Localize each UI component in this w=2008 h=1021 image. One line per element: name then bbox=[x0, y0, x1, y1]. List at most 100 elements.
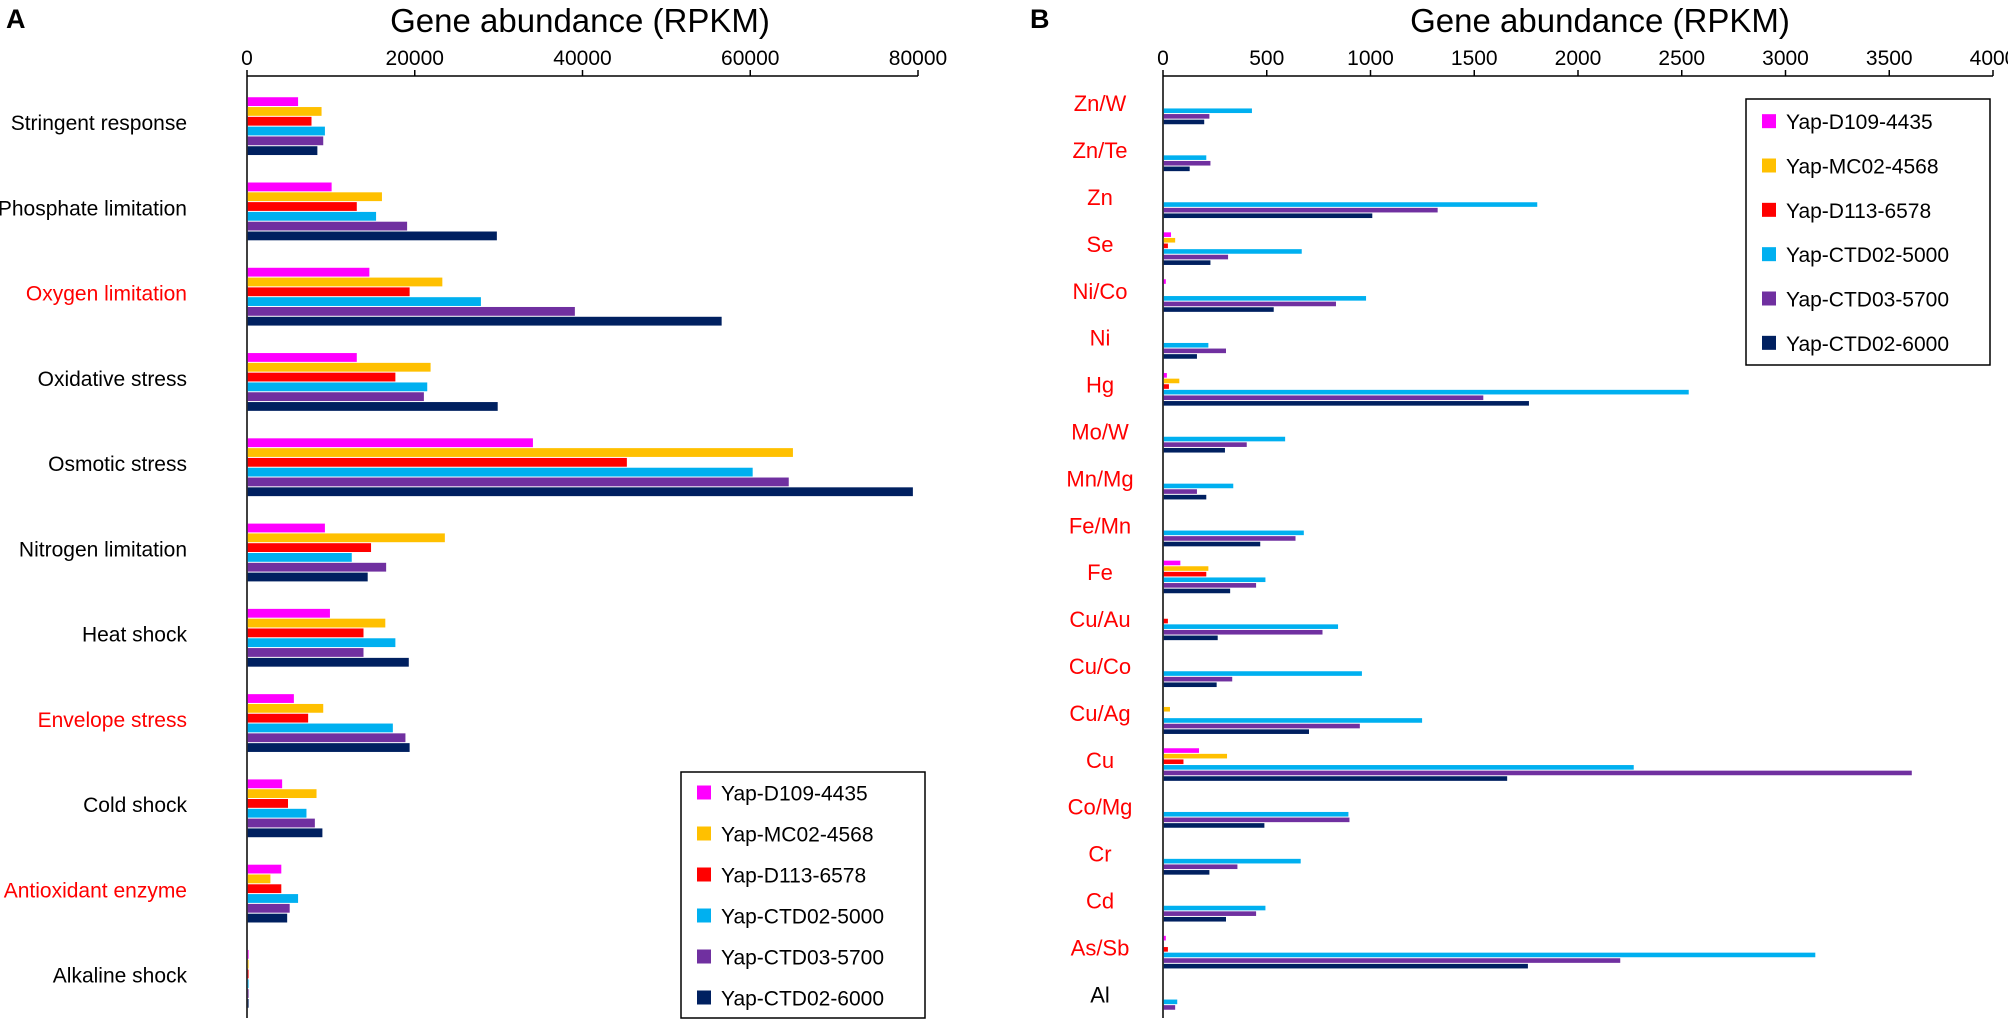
panel-b-axis-title: Gene abundance (RPKM) bbox=[1410, 2, 1790, 39]
legend-swatch-yap-ctd02-5000 bbox=[1762, 247, 1776, 262]
bar-zn-yap-ctd03-5700 bbox=[1163, 207, 1438, 213]
bar-cd-yap-ctd02-6000 bbox=[1163, 916, 1226, 922]
bar-hg-yap-d109-4435 bbox=[1163, 373, 1167, 378]
bar-cu-co-yap-ctd03-5700 bbox=[1163, 676, 1233, 682]
panel-b-tick-label: 4000 bbox=[1970, 47, 2008, 70]
bar-cu-ag-yap-ctd03-5700 bbox=[1163, 723, 1360, 729]
bar-alkaline-shock-yap-d109-4435 bbox=[247, 949, 249, 959]
bar-hg-yap-mc02-4568 bbox=[1163, 378, 1180, 384]
legend-swatch-yap-ctd02-5000 bbox=[697, 908, 711, 923]
bar-cu-yap-d109-4435 bbox=[1163, 748, 1200, 753]
bar-co-mg-yap-ctd02-5000 bbox=[1163, 811, 1349, 817]
bar-cu-au-yap-ctd02-5000 bbox=[1163, 624, 1339, 629]
legend-swatch-yap-d109-4435 bbox=[697, 785, 711, 800]
bar-osmotic-stress-yap-mc02-4568 bbox=[247, 448, 793, 457]
panel-a-x-axis: 0 20000 40000 60000 80000 bbox=[241, 47, 947, 1018]
category-label-al: Al bbox=[1090, 982, 1110, 1007]
category-label-co-mg: Co/Mg bbox=[1068, 795, 1133, 820]
legend-swatch-yap-d113-6578 bbox=[697, 867, 711, 882]
bar-alkaline-shock-yap-ctd02-6000 bbox=[247, 998, 249, 1008]
category-label-fe: Fe bbox=[1087, 560, 1113, 585]
bar-ni-co-yap-d109-4435 bbox=[1163, 279, 1166, 284]
bar-mn-mg-yap-ctd02-6000 bbox=[1163, 494, 1207, 500]
bar-antioxidant-enzyme-yap-d113-6578 bbox=[247, 884, 282, 894]
bar-mn-mg-yap-ctd02-5000 bbox=[1163, 483, 1234, 489]
bar-stringent-response-yap-d109-4435 bbox=[247, 97, 299, 107]
bar-oxygen-limitation-yap-ctd02-6000 bbox=[247, 316, 722, 326]
legend-swatch-yap-d109-4435 bbox=[1762, 114, 1776, 129]
bar-fe-yap-mc02-4568 bbox=[1163, 566, 1209, 571]
bar-heat-shock-yap-ctd02-6000 bbox=[247, 657, 409, 667]
bar-nitrogen-limitation-yap-ctd03-5700 bbox=[247, 562, 387, 572]
category-label-antioxidant-enzyme: Antioxidant enzyme bbox=[4, 879, 187, 902]
bar-cu-yap-ctd02-5000 bbox=[1163, 765, 1634, 770]
bar-oxidative-stress-yap-ctd02-5000 bbox=[247, 382, 428, 392]
bar-envelope-stress-yap-d113-6578 bbox=[247, 713, 309, 723]
panel-b-tick-label: 2000 bbox=[1555, 47, 1602, 70]
bar-nitrogen-limitation-yap-ctd02-6000 bbox=[247, 572, 368, 582]
panel-b-bars bbox=[1163, 108, 1912, 1010]
bar-zn-yap-ctd02-5000 bbox=[1163, 202, 1538, 207]
panel-b-x-axis: 0 500 1000 1500 2000 2500 3000 3500 4000 bbox=[1157, 47, 2008, 1018]
bar-phosphate-limitation-yap-d113-6578 bbox=[247, 202, 357, 211]
bar-nitrogen-limitation-yap-mc02-4568 bbox=[247, 533, 445, 543]
category-label-fe-mn: Fe/Mn bbox=[1069, 513, 1131, 538]
bar-as-sb-yap-ctd02-6000 bbox=[1163, 963, 1528, 969]
category-label-cr: Cr bbox=[1088, 842, 1111, 867]
bar-cu-yap-mc02-4568 bbox=[1163, 753, 1228, 759]
bar-se-yap-mc02-4568 bbox=[1163, 237, 1176, 243]
bar-zn-te-yap-ctd03-5700 bbox=[1163, 160, 1211, 166]
bar-osmotic-stress-yap-ctd03-5700 bbox=[247, 477, 789, 487]
bar-cu-ag-yap-ctd02-5000 bbox=[1163, 718, 1423, 723]
category-label-nitrogen-limitation: Nitrogen limitation bbox=[19, 538, 187, 561]
bar-envelope-stress-yap-mc02-4568 bbox=[247, 703, 324, 713]
legend-label-yap-ctd02-5000: Yap-CTD02-5000 bbox=[1786, 244, 1949, 267]
bar-se-yap-ctd03-5700 bbox=[1163, 254, 1229, 260]
category-label-ni-co: Ni/Co bbox=[1072, 279, 1127, 304]
panel-a-tick-label: 40000 bbox=[553, 47, 611, 70]
bar-stringent-response-yap-d113-6578 bbox=[247, 116, 312, 126]
bar-mn-mg-yap-ctd03-5700 bbox=[1163, 489, 1197, 494]
bar-heat-shock-yap-mc02-4568 bbox=[247, 618, 386, 628]
panel-b-legend: Yap-D109-4435 Yap-MC02-4568 Yap-D113-6578 Y… bbox=[1745, 98, 1991, 366]
bar-osmotic-stress-yap-ctd02-5000 bbox=[247, 467, 753, 477]
bar-cu-au-yap-ctd03-5700 bbox=[1163, 629, 1323, 635]
legend-label-yap-ctd03-5700: Yap-CTD03-5700 bbox=[721, 947, 884, 970]
bar-cd-yap-ctd02-5000 bbox=[1163, 905, 1266, 911]
bar-phosphate-limitation-yap-mc02-4568 bbox=[247, 192, 382, 202]
category-label-stringent-response: Stringent response bbox=[11, 112, 187, 135]
bar-oxygen-limitation-yap-ctd03-5700 bbox=[247, 306, 575, 316]
bar-ni-yap-ctd03-5700 bbox=[1163, 348, 1226, 354]
bar-oxygen-limitation-yap-d109-4435 bbox=[247, 267, 370, 277]
legend-label-yap-d113-6578: Yap-D113-6578 bbox=[721, 865, 866, 888]
panel-b-tick-label: 2500 bbox=[1658, 47, 1705, 70]
bar-al-yap-ctd03-5700 bbox=[1163, 1005, 1176, 1010]
bar-envelope-stress-yap-ctd02-6000 bbox=[247, 743, 410, 752]
bar-nitrogen-limitation-yap-d113-6578 bbox=[247, 543, 372, 552]
bar-cold-shock-yap-ctd02-5000 bbox=[247, 808, 307, 818]
bar-oxygen-limitation-yap-ctd02-5000 bbox=[247, 297, 481, 306]
legend-label-yap-mc02-4568: Yap-MC02-4568 bbox=[721, 824, 874, 847]
bar-heat-shock-yap-ctd03-5700 bbox=[247, 648, 364, 657]
bar-heat-shock-yap-d113-6578 bbox=[247, 628, 364, 638]
panel-a: A Gene abundance (RPKM) 0 20000 40000 60000… bbox=[0, 2, 947, 1019]
bar-phosphate-limitation-yap-d109-4435 bbox=[247, 182, 332, 192]
legend-swatch-yap-d113-6578 bbox=[1762, 202, 1776, 217]
bar-co-mg-yap-ctd03-5700 bbox=[1163, 817, 1350, 823]
bar-stringent-response-yap-ctd03-5700 bbox=[247, 136, 324, 146]
bar-alkaline-shock-yap-ctd02-5000 bbox=[247, 979, 249, 989]
category-label-envelope-stress: Envelope stress bbox=[38, 709, 187, 732]
bar-al-yap-ctd02-5000 bbox=[1163, 999, 1178, 1005]
panel-a-legend: Yap-D109-4435 Yap-MC02-4568 Yap-D113-6578 Y… bbox=[680, 771, 926, 1019]
bar-stringent-response-yap-mc02-4568 bbox=[247, 107, 322, 116]
category-label-alkaline-shock: Alkaline shock bbox=[53, 965, 188, 988]
legend-swatch-yap-ctd03-5700 bbox=[697, 949, 711, 964]
bar-se-yap-ctd02-5000 bbox=[1163, 249, 1302, 254]
bar-nitrogen-limitation-yap-d109-4435 bbox=[247, 523, 325, 533]
bar-alkaline-shock-yap-d113-6578 bbox=[247, 969, 249, 979]
category-label-cu-au: Cu/Au bbox=[1069, 607, 1130, 632]
bar-cu-yap-ctd03-5700 bbox=[1163, 770, 1912, 776]
category-label-mn-mg: Mn/Mg bbox=[1066, 466, 1133, 491]
category-label-hg: Hg bbox=[1086, 373, 1114, 398]
bar-oxygen-limitation-yap-mc02-4568 bbox=[247, 277, 443, 287]
